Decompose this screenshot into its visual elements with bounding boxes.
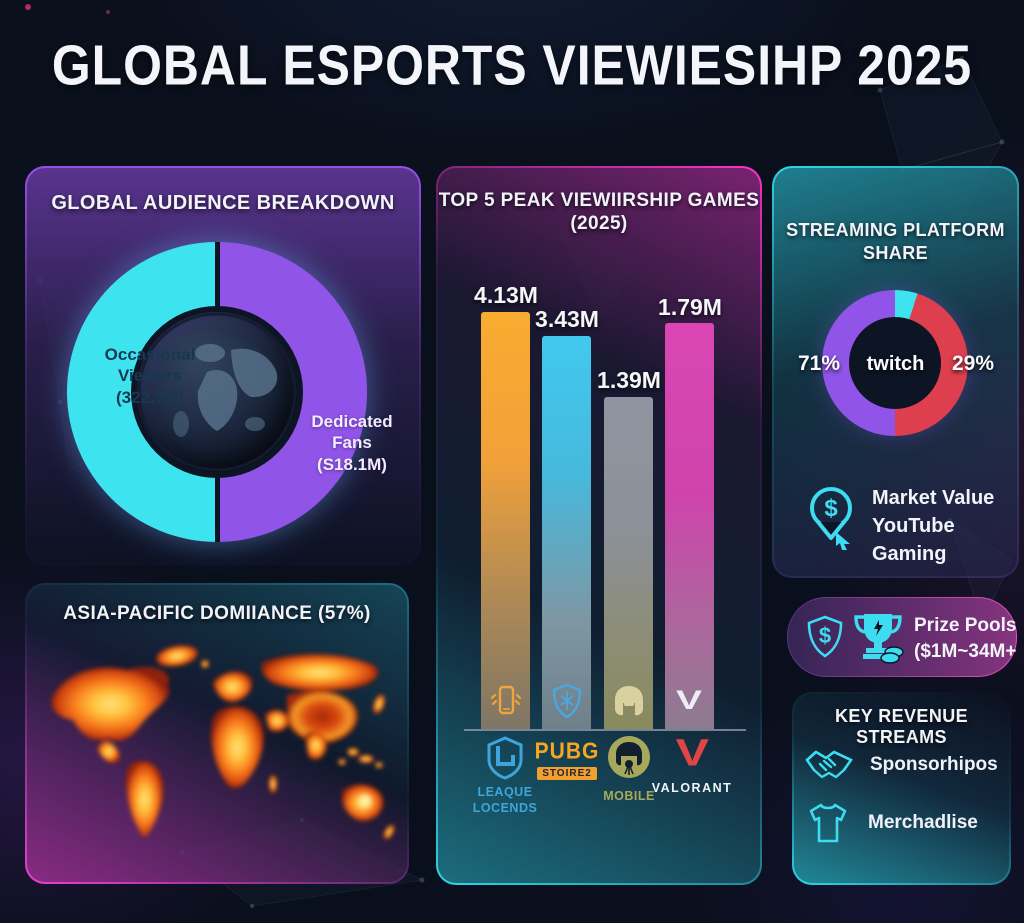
pubg-logo: PUBG STOIRE2 [534,738,600,780]
prize-pools-card: $ Prize Pools ($1M~34M+ [787,597,1017,677]
v-letter-icon: V [665,681,714,721]
dedicated-fans-label: Dedicated Fans (S18.1M) [277,411,427,475]
key-revenue-panel: KEY REVENUE STREAMS Sponsorhipos Merchad… [792,692,1011,885]
bar-mobile [604,397,653,729]
prize-pools-line2: ($1M~34M+ [914,641,1017,662]
platform-center-label: twitch [866,353,925,375]
helmet-icon [604,681,653,721]
dedicated-line1: Dedicated [311,412,393,431]
bar-chart-baseline [464,729,746,731]
platform-title-1: STREAMING PLATFORM [786,220,1005,240]
pubg-wordmark: PUBG [534,738,600,765]
game-name-league-1: LEAQUE [477,785,533,799]
market-value-line2: YouTube Gaming [872,515,955,565]
valorant-v-icon: V [675,732,709,774]
streaming-platform-panel: STREAMING PLATFORM SHARE 71% twitch 29% … [772,166,1019,578]
mobile-logo: MOBILE [597,734,661,804]
bar-league-of-legends [481,312,530,729]
prize-pools-line1: Prize Pools [914,615,1017,636]
platform-title-2: SHARE [862,243,928,263]
games-panel-title: TOP 5 PEAK VIEWIIRSHIP GAMES [438,190,760,211]
occasional-viewers-label: Occasional Viewers (322.7M) [75,344,225,408]
bar-value-1: 4.13M [474,282,538,308]
trophy-icon [854,614,904,664]
market-value-line1: Market Value [872,487,995,509]
bar-value-2: 3.43M [535,306,599,332]
game-name-valorant: VALORANT [651,781,733,795]
games-panel-subtitle: (2025) [570,213,628,234]
merchandise-label: Merchadlise [868,812,978,833]
valorant-logo: V VALORANT [652,732,731,796]
crest-shield-icon [542,681,591,721]
platform-donut-chart [822,290,968,436]
game-name-league-2: LOCENDS [472,801,538,816]
pubg-badge: STOIRE2 [537,767,597,780]
sponsorships-label: Sponsorhipos [870,754,998,775]
dedicated-value: (S18.1M) [317,454,387,474]
tshirt-icon [809,803,847,843]
page-title: GLOBAL ESPORTS VIEWIESIHP 2025 [51,34,973,98]
bar-value-3: 1.39M [597,367,661,393]
platform-donut-hole [849,317,941,409]
v-glyph: V [676,685,703,716]
market-value-item: $ Market Value YouTube Gaming [806,484,1017,568]
audience-panel-title: GLOBAL AUDIENCE BREAKDOWN [51,192,395,214]
league-of-legends-logo: LEAQUE LOCENDS [473,736,537,817]
mobile-circle-icon [608,736,650,778]
dedicated-line2: Fans [332,433,372,453]
occasional-value: (322.7M) [115,387,185,407]
audience-donut-chart [67,242,367,542]
revenue-item-merchandise: Merchadlise [806,802,978,844]
map-panel-title: ASIA-PACIFIC DOMIIANCE (57%) [63,603,371,624]
donut-split-top [215,242,220,308]
asia-pacific-panel: ASIA-PACIFIC DOMIIANCE (57%) [25,583,409,884]
top-games-panel: TOP 5 PEAK VIEWIIRSHIP GAMES (2025) 4.13… [436,166,762,885]
world-heatmap [51,645,395,840]
revenue-title: KEY REVENUE STREAMS [834,706,969,747]
bar-valorant [665,323,714,729]
audience-breakdown-panel: GLOBAL AUDIENCE BREAKDOWN [25,166,421,566]
platform-left-pct: 71% [797,352,841,375]
platform-right-pct: 29% [951,352,995,375]
game-name-mobile: MOBILE [603,789,655,803]
shield-dollar-icon: $ [807,615,843,658]
svg-text:$: $ [819,623,831,648]
revenue-item-sponsorships: Sponsorhipos [804,746,998,784]
globe-illustration [137,312,297,472]
handshake-icon [805,750,853,779]
phone-icon [481,681,530,721]
bar-pubg [542,336,591,729]
league-crest-icon [487,736,523,780]
occasional-line1: Occasional [104,345,196,364]
donut-split-bottom [215,476,220,542]
market-value-dollar-icon: $ [810,487,852,550]
bar-value-4: 1.79M [658,294,722,320]
occasional-line2: Viewers [118,366,182,386]
svg-text:$: $ [824,495,838,522]
